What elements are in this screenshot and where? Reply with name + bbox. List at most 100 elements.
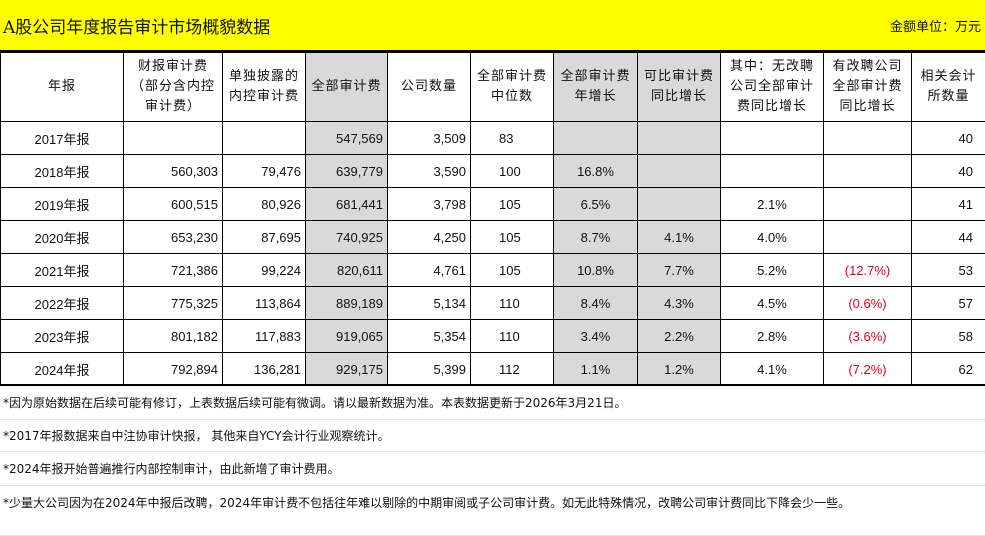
table-cell: 2023年报 — [1, 320, 124, 353]
table-cell: 57 — [912, 287, 985, 320]
note-line: *少量大公司因为在2024年中报后改聘，2024年审计费不包括往年难以剔除的中期… — [0, 486, 985, 536]
table-cell — [638, 122, 721, 155]
table-cell: 110 — [471, 287, 554, 320]
table-cell: 5,134 — [388, 287, 471, 320]
column-header: 年报 — [1, 53, 124, 122]
table-cell: 653,230 — [124, 221, 223, 254]
table-cell: 44 — [912, 221, 985, 254]
table-cell — [223, 122, 306, 155]
table-cell: 792,894 — [124, 353, 223, 386]
table-cell: 1.1% — [554, 353, 638, 386]
table-cell — [824, 221, 912, 254]
table-cell: 2018年报 — [1, 155, 124, 188]
table-cell — [638, 188, 721, 221]
unit-label: 金额单位：万元 — [890, 16, 981, 35]
table-cell: 6.5% — [554, 188, 638, 221]
table-cell: 83 — [471, 122, 554, 155]
table-cell: 547,569 — [306, 122, 388, 155]
table-cell: 919,065 — [306, 320, 388, 353]
table-cell: 775,325 — [124, 287, 223, 320]
table-cell: 8.7% — [554, 221, 638, 254]
table-cell — [638, 155, 721, 188]
table-cell: 5,399 — [388, 353, 471, 386]
table-cell: 3,798 — [388, 188, 471, 221]
sheet-title: A股公司年度报告审计市场概貌数据 — [3, 13, 270, 38]
column-header: 全部审计费 — [306, 53, 388, 122]
table-cell: 136,281 — [223, 353, 306, 386]
table-cell: 2024年报 — [1, 353, 124, 386]
table-cell: 4.3% — [638, 287, 721, 320]
table-cell: 16.8% — [554, 155, 638, 188]
table-cell: 4.0% — [721, 221, 824, 254]
table-cell: 2020年报 — [1, 221, 124, 254]
column-header: 可比审计费同比增长 — [638, 53, 721, 122]
note-line: *2024年报开始普遍推行内部控制审计，由此新增了审计费用。 — [0, 452, 985, 486]
table-cell: 2017年报 — [1, 122, 124, 155]
table-cell: 4.1% — [638, 221, 721, 254]
table-cell: 41 — [912, 188, 985, 221]
table-cell: 105 — [471, 221, 554, 254]
title-bar: A股公司年度报告审计市场概貌数据 金额单位：万元 — [0, 0, 985, 52]
table-cell: 87,695 — [223, 221, 306, 254]
table-cell: 820,611 — [306, 254, 388, 287]
table-cell: 79,476 — [223, 155, 306, 188]
table-cell: (0.6%) — [824, 287, 912, 320]
table-cell: 639,779 — [306, 155, 388, 188]
table-cell: 1.2% — [638, 353, 721, 386]
table-cell: 10.8% — [554, 254, 638, 287]
table-cell: 40 — [912, 122, 985, 155]
table-cell: 3,590 — [388, 155, 471, 188]
table-cell: 99,224 — [223, 254, 306, 287]
table-cell: 2019年报 — [1, 188, 124, 221]
table-cell: 113,864 — [223, 287, 306, 320]
table-cell: 600,515 — [124, 188, 223, 221]
table-cell: 3.4% — [554, 320, 638, 353]
table-cell: 105 — [471, 188, 554, 221]
table-cell: 2.2% — [638, 320, 721, 353]
table-cell: 80,926 — [223, 188, 306, 221]
notes-section: *因为原始数据在后续可能有修订，上表数据后续可能有微调。请以最新数据为准。本表数… — [0, 384, 985, 536]
column-header: 有改聘公司全部审计费同比增长 — [824, 53, 912, 122]
table-cell: (7.2%) — [824, 353, 912, 386]
table-cell: 105 — [471, 254, 554, 287]
table-cell: 58 — [912, 320, 985, 353]
table-cell: 110 — [471, 320, 554, 353]
column-header: 单独披露的内控审计费 — [223, 53, 306, 122]
table-cell: (12.7%) — [824, 254, 912, 287]
table-cell: (3.6%) — [824, 320, 912, 353]
column-header: 其中：无改聘公司全部审计费同比增长 — [721, 53, 824, 122]
table-cell: 2022年报 — [1, 287, 124, 320]
table-cell — [721, 122, 824, 155]
table-cell: 740,925 — [306, 221, 388, 254]
column-header: 全部审计费中位数 — [471, 53, 554, 122]
table-cell: 4.5% — [721, 287, 824, 320]
table-cell: 4,250 — [388, 221, 471, 254]
table-cell: 560,303 — [124, 155, 223, 188]
table-cell: 929,175 — [306, 353, 388, 386]
table-cell: 62 — [912, 353, 985, 386]
table-cell: 3,509 — [388, 122, 471, 155]
table-cell: 801,182 — [124, 320, 223, 353]
note-line: *2017年报数据来自中注协审计快报， 其他来自YCY会计行业观察统计。 — [0, 420, 985, 452]
table-cell — [824, 155, 912, 188]
table-cell: 5.2% — [721, 254, 824, 287]
column-header: 公司数量 — [388, 53, 471, 122]
table-cell: 100 — [471, 155, 554, 188]
table-cell: 40 — [912, 155, 985, 188]
table-cell: 2.8% — [721, 320, 824, 353]
note-line: *因为原始数据在后续可能有修订，上表数据后续可能有微调。请以最新数据为准。本表数… — [0, 386, 985, 420]
table-cell: 53 — [912, 254, 985, 287]
table-cell: 112 — [471, 353, 554, 386]
column-header: 相关会计所数量 — [912, 53, 985, 122]
table-cell: 681,441 — [306, 188, 388, 221]
table-cell — [554, 122, 638, 155]
table-cell — [824, 122, 912, 155]
table-cell: 117,883 — [223, 320, 306, 353]
